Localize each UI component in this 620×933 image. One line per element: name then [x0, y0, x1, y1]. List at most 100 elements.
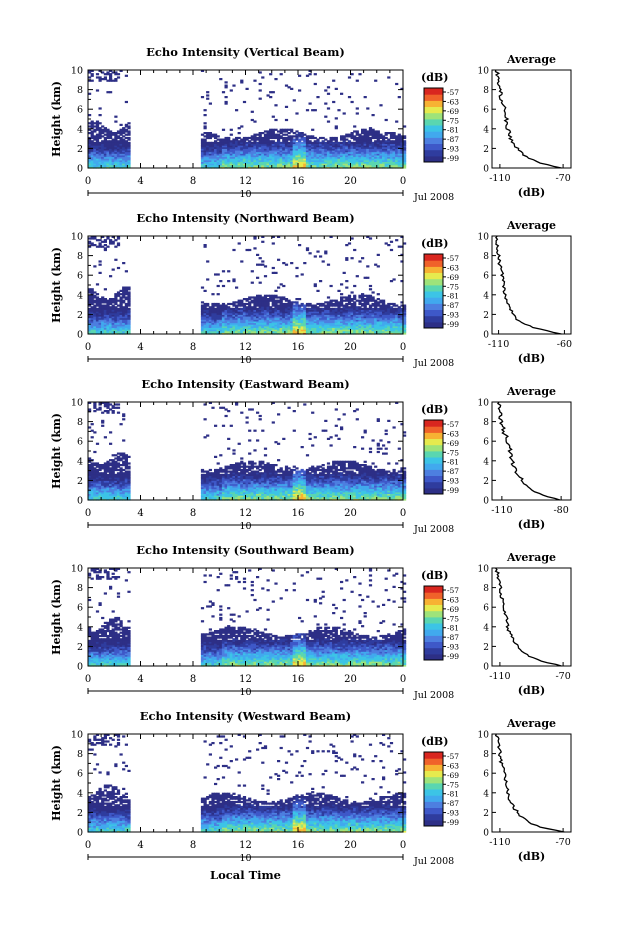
average-y-tick-label: 4	[483, 125, 489, 135]
heatmap-cell	[225, 101, 228, 103]
heatmap-cell	[319, 255, 322, 257]
y-tick-label: 10	[71, 66, 83, 77]
heatmap-cell	[379, 104, 382, 106]
colorbar-segment	[424, 310, 443, 317]
heatmap-cell	[285, 106, 288, 108]
average-x-tick-label: -60	[557, 339, 572, 350]
date-day-label: 10	[239, 189, 251, 200]
heatmap-cell	[125, 270, 128, 272]
colorbar-segment	[424, 316, 443, 323]
heatmap-cell	[201, 96, 204, 98]
heatmap-cell	[99, 407, 102, 409]
y-tick-label: 8	[77, 85, 83, 96]
heatmap-cell	[353, 285, 356, 287]
heatmap-cell	[387, 76, 390, 78]
heatmap-cell	[240, 260, 243, 262]
heatmap-cell	[238, 242, 241, 244]
heatmap-cell	[122, 418, 125, 420]
heatmap-cell	[91, 80, 94, 82]
x-tick-label: 20	[344, 342, 357, 353]
average-x-label: (dB)	[518, 352, 545, 365]
heatmap-cell	[369, 288, 372, 290]
heatmap-cell	[204, 109, 207, 111]
heatmap-cell	[274, 119, 277, 121]
heatmap-cell	[261, 241, 264, 243]
heatmap-cell	[303, 262, 306, 264]
heatmap-cell	[298, 75, 301, 77]
heatmap-cell	[206, 91, 209, 93]
heatmap-cell	[225, 81, 228, 83]
heatmap-cell	[295, 112, 298, 114]
y-tick-label: 8	[77, 251, 83, 262]
heatmap-cell	[99, 122, 102, 124]
x-tick-label: 0	[400, 176, 406, 187]
heatmap-cell	[285, 119, 288, 121]
heatmap-cell	[251, 270, 254, 272]
y-tick-label: 10	[71, 232, 83, 243]
x-tick-label: 16	[292, 176, 305, 187]
heatmap-cell	[122, 413, 125, 415]
heatmap-cell	[232, 278, 235, 280]
panel-title: Echo Intensity (Eastward Beam)	[141, 377, 349, 391]
x-tick-label: 4	[137, 176, 143, 187]
heatmap-cell	[295, 267, 298, 269]
x-tick-label: 0	[400, 342, 406, 353]
heatmap-cell	[330, 285, 333, 287]
heatmap-cell	[366, 107, 369, 109]
colorbar-segment	[424, 125, 443, 132]
heatmap-cell	[309, 73, 312, 75]
date-label: Jul 2008	[413, 192, 454, 203]
heatmap-cell	[274, 290, 277, 292]
y-tick-label: 2	[77, 310, 83, 321]
x-tick-label: 12	[239, 176, 252, 187]
heatmap-cell	[324, 116, 327, 118]
heatmap-cell	[385, 119, 388, 121]
heatmap-cell	[96, 283, 99, 285]
heatmap-cell	[99, 114, 102, 116]
heatmap-cell	[93, 451, 96, 453]
colorbar-tick-label: -69	[447, 273, 459, 282]
heatmap-cell	[235, 109, 238, 111]
colorbar-segment	[424, 297, 443, 304]
heatmap-cell	[327, 264, 330, 266]
heatmap-cell	[348, 295, 351, 297]
heatmap-cell	[324, 89, 327, 91]
heatmap-cell	[225, 85, 228, 87]
average-y-tick-label: 8	[483, 86, 489, 96]
heatmap-cell	[290, 88, 293, 90]
heatmap-cell	[127, 466, 130, 468]
panel-2: Echo Intensity (Northward Beam)0246810He…	[50, 211, 572, 369]
heatmap-cell	[377, 293, 380, 295]
heatmap-cell	[272, 267, 275, 269]
average-x-tick-label: -70	[555, 173, 570, 184]
heatmap-cell	[232, 249, 235, 251]
heatmap-cell	[222, 270, 225, 272]
heatmap-cell	[127, 130, 130, 132]
heatmap-cell	[204, 244, 207, 246]
heatmap-cell	[358, 260, 361, 262]
heatmap-cell	[264, 275, 267, 277]
heatmap-cell	[358, 73, 361, 75]
colorbar-tick-label: -63	[447, 263, 459, 272]
heatmap-cell	[356, 112, 359, 114]
heatmap-cell	[217, 293, 220, 295]
panel-title: Echo Intensity (Northward Beam)	[136, 211, 354, 225]
heatmap-cell	[225, 96, 228, 98]
heatmap-cell	[259, 257, 262, 259]
x-tick-label: 8	[190, 342, 196, 353]
heatmap-cell	[274, 104, 277, 106]
heatmap-cell	[127, 287, 130, 289]
heatmap-cell	[109, 431, 112, 433]
heatmap-cell	[101, 420, 104, 422]
colorbar-segment	[424, 100, 443, 107]
heatmap-cell	[259, 83, 262, 85]
heatmap-cell	[206, 98, 209, 100]
heatmap-cell	[314, 109, 317, 111]
heatmap-cell	[327, 107, 330, 109]
heatmap-cell	[204, 290, 207, 292]
heatmap-cell	[351, 257, 354, 259]
heatmap-cell	[251, 282, 254, 284]
heatmap-cell	[246, 88, 249, 90]
heatmap-cell	[122, 439, 125, 441]
